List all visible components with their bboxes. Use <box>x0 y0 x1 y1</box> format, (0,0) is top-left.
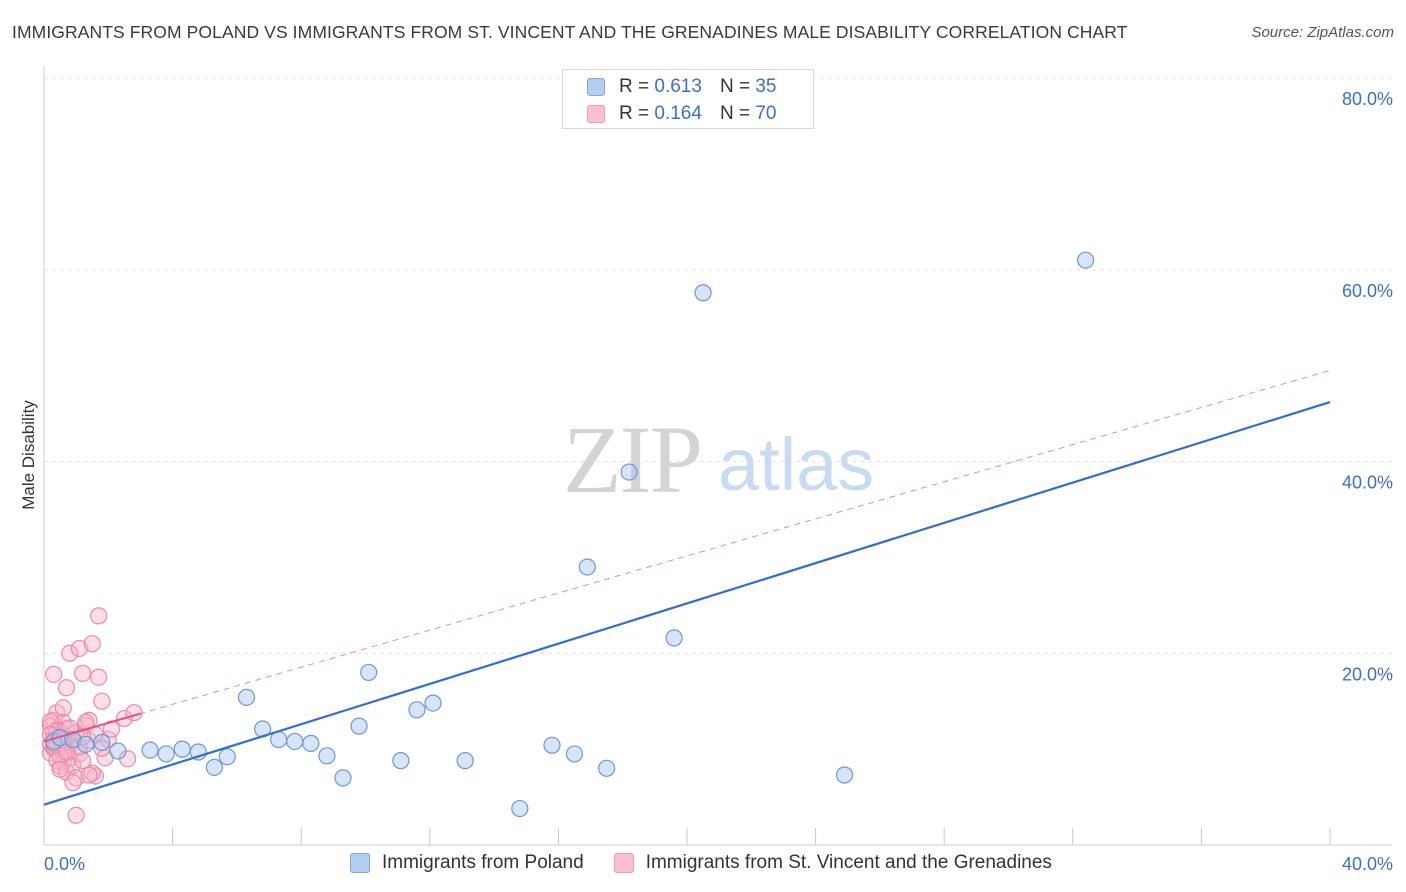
data-point-poland <box>218 748 236 766</box>
legend-item-poland[interactable]: Immigrants from Poland <box>350 852 584 874</box>
data-point-st-vincent <box>70 639 88 658</box>
data-point-poland <box>173 740 191 758</box>
source-credit: Source: ZipAtlas.com <box>1251 24 1394 41</box>
trend-line-st-vincent-solid <box>43 712 141 743</box>
trend-line-poland <box>43 401 1331 806</box>
legend-r-label: R = <box>619 103 650 124</box>
data-point-poland <box>360 663 378 682</box>
data-point-poland <box>835 766 854 784</box>
series-poland-points <box>45 251 1095 818</box>
data-point-poland <box>456 752 474 770</box>
trend-lines <box>43 369 1331 806</box>
legend-swatch-poland <box>350 853 370 873</box>
grid-layer <box>44 77 1392 654</box>
legend-n-label: N = <box>719 76 751 97</box>
data-point-poland <box>1077 251 1095 269</box>
data-point-poland <box>64 730 82 749</box>
data-point-poland <box>93 733 111 752</box>
legend-row-poland: R = 0.613 N = 35 <box>587 74 776 100</box>
y-tick-label: 40.0% <box>1342 473 1393 493</box>
watermark: ZIP atlas <box>563 406 874 513</box>
data-point-poland <box>237 688 256 706</box>
y-tick-label: 20.0% <box>1342 664 1393 684</box>
data-point-st-vincent <box>125 704 143 722</box>
data-point-poland <box>141 741 159 759</box>
data-point-st-vincent <box>80 766 98 784</box>
data-point-st-vincent <box>90 668 108 686</box>
correlation-legend: R = 0.613 N = 35 R = 0.164 N = 70 <box>562 69 814 129</box>
data-point-poland <box>565 745 584 763</box>
data-point-poland <box>205 758 223 776</box>
data-point-st-vincent <box>67 769 85 787</box>
series-legend: Immigrants from Poland Immigrants from S… <box>350 852 1082 874</box>
data-point-st-vincent <box>73 752 92 770</box>
legend-label-st-vincent: Immigrants from St. Vincent and the Gren… <box>645 852 1052 873</box>
data-point-poland <box>318 747 336 765</box>
data-point-poland <box>408 701 426 719</box>
data-point-st-vincent <box>67 806 85 824</box>
watermark-zip: ZIP <box>563 406 701 513</box>
data-point-poland <box>694 284 712 302</box>
data-point-poland <box>424 694 442 712</box>
x-tick-label-min: 0.0% <box>44 854 85 874</box>
data-point-poland <box>392 752 410 770</box>
data-point-st-vincent <box>54 699 72 717</box>
data-point-st-vincent <box>73 664 92 682</box>
legend-item-st-vincent[interactable]: Immigrants from St. Vincent and the Gren… <box>613 852 1052 874</box>
data-point-poland <box>302 734 320 752</box>
data-point-poland <box>350 717 368 735</box>
data-point-st-vincent <box>86 767 105 785</box>
trend-line-st-vincent-dashed <box>43 369 1331 742</box>
data-point-poland <box>77 735 95 753</box>
data-point-poland <box>665 629 683 647</box>
data-point-st-vincent <box>61 644 79 662</box>
data-point-poland <box>286 732 304 751</box>
legend-swatch-st-vincent <box>613 853 634 873</box>
watermark-atlas: atlas <box>718 423 874 506</box>
series-st-vincent-points <box>41 607 143 824</box>
data-point-poland <box>334 769 352 787</box>
legend-n-value-st-vincent: 70 <box>755 103 777 124</box>
legend-label-poland: Immigrants from Poland <box>382 852 584 873</box>
legend-swatch-st-vincent <box>587 105 605 123</box>
legend-n-value-poland: 35 <box>755 76 777 97</box>
data-point-st-vincent <box>51 760 69 778</box>
data-point-poland <box>543 736 561 754</box>
data-point-st-vincent <box>64 774 82 792</box>
legend-r-value-st-vincent: 0.164 <box>654 103 702 124</box>
data-point-poland <box>578 558 596 576</box>
legend-r-label: R = <box>619 76 650 97</box>
data-point-st-vincent <box>57 679 76 697</box>
legend-row-st-vincent: R = 0.164 N = 70 <box>587 101 776 127</box>
y-tick-label: 60.0% <box>1342 281 1393 301</box>
data-point-st-vincent <box>90 607 108 625</box>
data-point-poland <box>511 799 529 818</box>
data-point-st-vincent <box>93 692 111 710</box>
data-point-poland <box>620 463 638 481</box>
tick-labels: 20.0% 40.0% 60.0% 80.0% 0.0% 40.0% <box>44 89 1393 874</box>
x-tick-label-max: 40.0% <box>1342 854 1393 874</box>
data-point-poland <box>157 745 175 763</box>
chart-title: IMMIGRANTS FROM POLAND VS IMMIGRANTS FRO… <box>12 22 1128 42</box>
legend-r-value-poland: 0.613 <box>654 76 702 97</box>
axes-layer <box>43 66 1392 846</box>
data-point-poland <box>109 742 127 760</box>
legend-swatch-poland <box>587 78 605 96</box>
y-axis-label: Male Disability <box>19 400 38 510</box>
data-point-st-vincent <box>41 712 60 730</box>
data-point-st-vincent <box>45 665 63 683</box>
y-tick-label: 80.0% <box>1342 89 1393 109</box>
data-point-st-vincent <box>83 635 101 653</box>
legend-n-label: N = <box>719 103 751 124</box>
data-point-poland <box>598 759 616 777</box>
